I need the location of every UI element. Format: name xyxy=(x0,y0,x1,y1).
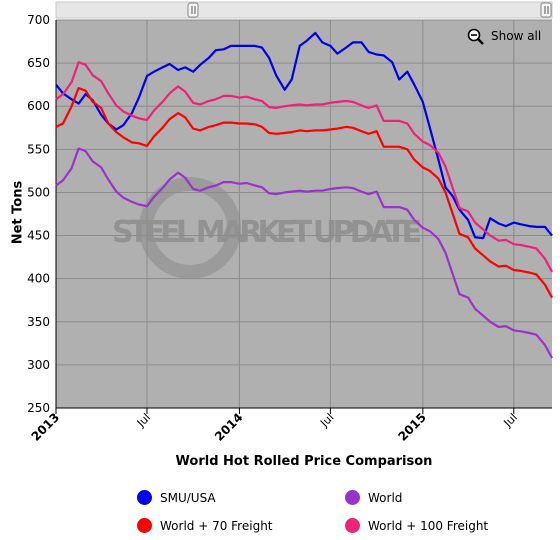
x-tick-label: Jul xyxy=(501,411,520,430)
y-tick-label: 300 xyxy=(27,358,50,372)
y-tick-label: 550 xyxy=(27,142,50,156)
x-tick-label: 2015 xyxy=(395,410,429,444)
show-all-label: Show all xyxy=(491,29,542,43)
y-tick-label: 250 xyxy=(27,401,50,415)
legend-item-world[interactable]: World xyxy=(345,490,402,505)
x-tick-label: 2013 xyxy=(29,410,63,444)
range-handle-left[interactable] xyxy=(187,2,199,18)
legend-label: World + 70 Freight xyxy=(160,518,273,533)
watermark-text: STEEL MARKET UPDATE xyxy=(112,215,422,250)
x-tick-label: Jul xyxy=(134,411,153,430)
zoom-out-magnifier-icon xyxy=(467,28,484,45)
y-tick-label: 600 xyxy=(27,99,50,113)
series-line-smu-usa[interactable] xyxy=(55,31,553,240)
legend-label: World + 100 Freight xyxy=(368,518,489,533)
legend-marker xyxy=(137,490,152,505)
legend-marker xyxy=(345,518,360,533)
plot-area xyxy=(56,20,552,408)
legend-marker xyxy=(137,518,152,533)
y-tick-label: 350 xyxy=(27,315,50,329)
legend-marker xyxy=(345,490,360,505)
legend-item-world-70-freight[interactable]: World + 70 Freight xyxy=(137,518,273,533)
legend-item-world-100-freight[interactable]: World + 100 Freight xyxy=(345,518,488,533)
series-line-world-70-freight[interactable] xyxy=(55,87,553,299)
y-axis-title: Net Tons xyxy=(10,180,26,245)
show-all-button[interactable]: Show all xyxy=(466,27,541,45)
legend: SMU/USA World World + 70 Freight World +… xyxy=(0,486,560,536)
range-handle-right[interactable] xyxy=(540,2,552,18)
series-line-world-100-freight[interactable] xyxy=(55,61,553,273)
y-tick-label: 650 xyxy=(27,56,50,70)
chart-title: World Hot Rolled Price Comparison xyxy=(175,454,433,469)
y-tick-label: 500 xyxy=(27,185,50,199)
legend-label: World xyxy=(368,490,403,505)
legend-item-smu-usa[interactable]: SMU/USA xyxy=(137,490,216,505)
y-tick-label: 700 xyxy=(27,13,50,27)
x-tick-label: 2014 xyxy=(212,410,246,444)
range-scrollbar-track[interactable] xyxy=(55,1,553,19)
x-tick-label: Jul xyxy=(317,411,336,430)
series-line-world[interactable] xyxy=(55,147,553,359)
y-tick-label: 400 xyxy=(27,272,50,286)
watermark-logo: STEEL MARKET UPDATE xyxy=(112,177,422,279)
legend-label: SMU/USA xyxy=(160,490,216,505)
y-tick-label: 450 xyxy=(27,229,50,243)
